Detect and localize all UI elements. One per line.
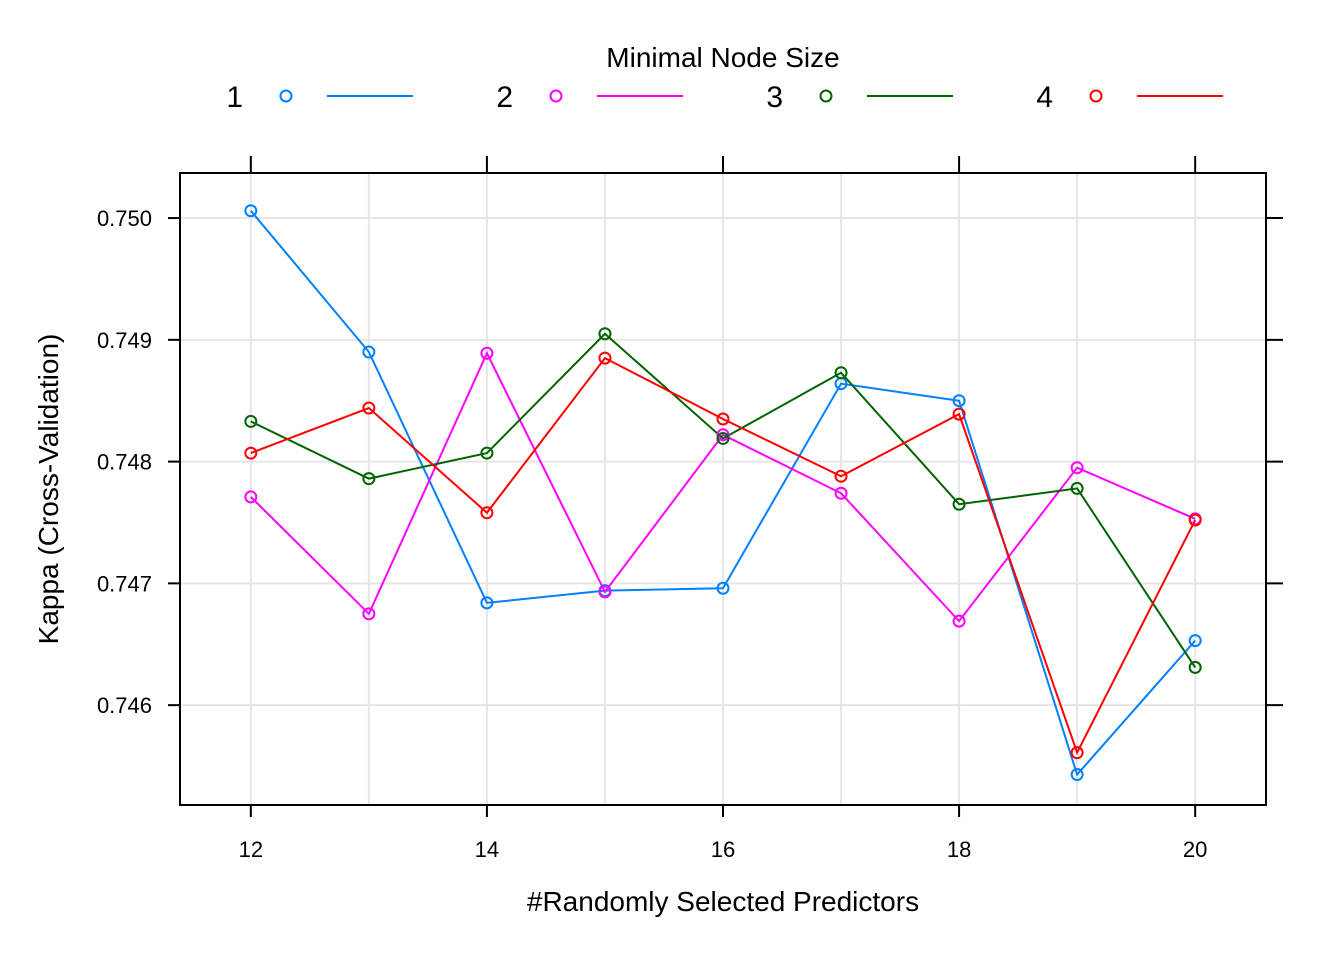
legend-item-2: 2 xyxy=(496,81,683,114)
legend-label: 1 xyxy=(226,81,243,114)
x-tick-label: 18 xyxy=(947,837,971,862)
y-tick-label: 0.750 xyxy=(97,206,152,231)
data-point-4 xyxy=(362,401,376,415)
data-point-3 xyxy=(362,472,376,486)
data-point-1 xyxy=(1188,634,1202,648)
x-axis-title: #Randomly Selected Predictors xyxy=(527,886,919,917)
legend-label: 4 xyxy=(1036,81,1053,114)
data-point-2 xyxy=(480,346,494,360)
data-point-1 xyxy=(480,596,494,610)
data-point-2 xyxy=(716,428,730,442)
x-tick-label: 16 xyxy=(711,837,735,862)
data-point-2 xyxy=(598,585,612,599)
data-point-3 xyxy=(952,497,966,511)
x-tick-label: 14 xyxy=(475,837,499,862)
data-point-3 xyxy=(834,366,848,380)
data-point-2 xyxy=(952,614,966,628)
data-point-1 xyxy=(1070,768,1084,782)
data-point-1 xyxy=(244,204,258,218)
y-tick-label: 0.749 xyxy=(97,328,152,353)
data-point-2 xyxy=(834,486,848,500)
data-point-3 xyxy=(598,327,612,341)
legend-item-4: 4 xyxy=(1036,81,1223,114)
legend-point-symbol xyxy=(279,89,293,103)
data-point-3 xyxy=(244,414,258,428)
legend-label: 3 xyxy=(766,81,783,114)
data-point-1 xyxy=(952,394,966,408)
series-line-2 xyxy=(250,350,1196,623)
legend-point-symbol xyxy=(1089,89,1103,103)
data-point-2 xyxy=(362,607,376,621)
data-point-4 xyxy=(952,407,966,421)
data-point-2 xyxy=(244,490,258,504)
legend-point-symbol xyxy=(819,89,833,103)
data-point-1 xyxy=(362,345,376,359)
series-line-1 xyxy=(250,210,1196,777)
data-point-3 xyxy=(1188,660,1202,674)
data-point-3 xyxy=(480,446,494,460)
y-axis: 0.746 0.747 0.748 0.749 0.750 xyxy=(97,206,1283,718)
legend-point-symbol xyxy=(549,89,563,103)
legend-label: 2 xyxy=(496,81,513,114)
series-points xyxy=(244,204,1202,782)
data-point-4 xyxy=(716,412,730,426)
series-lines xyxy=(250,210,1197,777)
x-tick-label: 20 xyxy=(1183,837,1207,862)
y-tick-label: 0.746 xyxy=(97,693,152,718)
x-tick-label: 12 xyxy=(239,837,263,862)
y-tick-label: 0.747 xyxy=(97,571,152,596)
x-axis: 12 14 16 18 20 xyxy=(239,156,1207,862)
data-point-4 xyxy=(834,469,848,483)
y-axis-title: Kappa (Cross-Validation) xyxy=(33,334,64,645)
grid xyxy=(180,173,1266,805)
legend-title: Minimal Node Size xyxy=(606,42,839,73)
data-point-2 xyxy=(1070,461,1084,475)
series-line-4 xyxy=(250,356,1197,756)
data-point-4 xyxy=(244,446,258,460)
data-point-4 xyxy=(1070,746,1084,760)
data-point-4 xyxy=(598,351,612,365)
data-point-3 xyxy=(716,431,730,445)
data-point-3 xyxy=(1070,481,1084,495)
series-line-3 xyxy=(250,332,1197,668)
y-tick-label: 0.748 xyxy=(97,450,152,475)
legend: Minimal Node Size 1 2 3 4 xyxy=(226,42,1223,114)
legend-item-1: 1 xyxy=(226,81,413,114)
data-point-4 xyxy=(480,506,494,520)
legend-item-3: 3 xyxy=(766,81,953,114)
data-point-4 xyxy=(1188,513,1202,527)
data-point-1 xyxy=(716,581,730,595)
